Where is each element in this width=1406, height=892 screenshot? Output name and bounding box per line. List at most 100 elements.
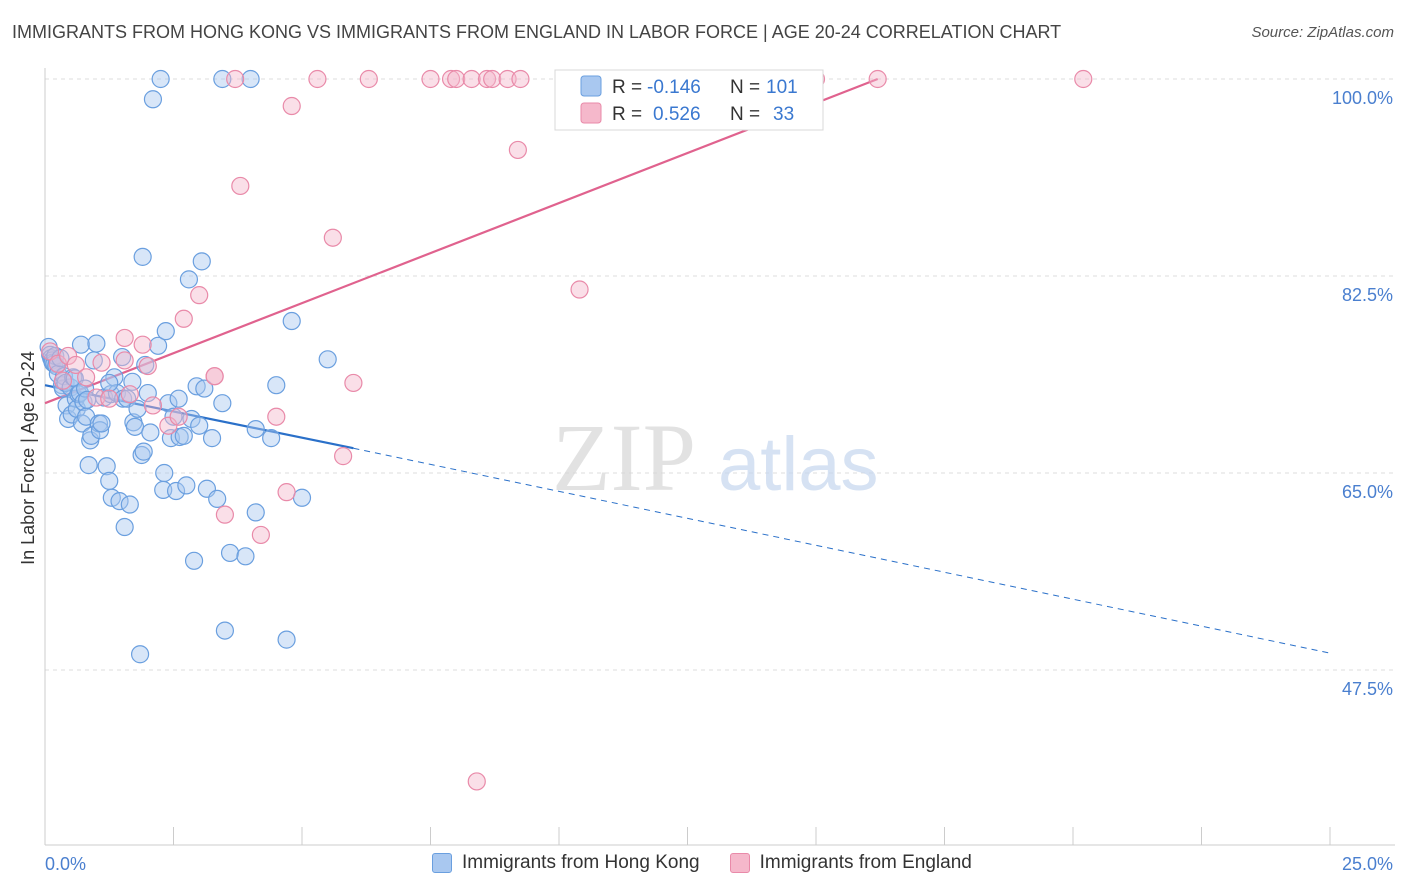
point-hong-kong xyxy=(120,495,139,514)
point-hong-kong xyxy=(71,335,91,354)
stats-n-value-hong-kong: 101 xyxy=(766,77,798,98)
point-hong-kong xyxy=(79,456,98,475)
point-england xyxy=(143,396,163,415)
point-england xyxy=(115,351,134,370)
point-hong-kong xyxy=(148,336,168,355)
point-hong-kong xyxy=(262,429,281,448)
source-label: Source: ZipAtlas.com xyxy=(1251,24,1394,41)
legend-item-hong-kong[interactable]: Immigrants from Hong Kong xyxy=(432,852,700,874)
point-england xyxy=(323,228,342,247)
point-hong-kong xyxy=(100,471,119,490)
point-england xyxy=(215,505,234,524)
point-england xyxy=(66,355,85,375)
point-hong-kong xyxy=(236,547,255,566)
point-hong-kong xyxy=(90,421,110,440)
point-hong-kong xyxy=(184,551,204,570)
point-hong-kong xyxy=(57,396,76,415)
x-tick-labels: 0.0% 25.0% xyxy=(45,854,1393,874)
stats-n-value-england: 33 xyxy=(773,104,794,125)
watermark-atlas: atlas xyxy=(718,422,879,507)
point-hong-kong xyxy=(220,543,240,563)
stats-legend: R = -0.146 N = 101 R = 0.526 N = 33 xyxy=(554,69,824,131)
point-england xyxy=(226,69,245,89)
stats-r-value-england: 0.526 xyxy=(653,104,701,125)
point-england xyxy=(508,140,527,160)
legend-swatch-england xyxy=(729,853,750,873)
point-england xyxy=(511,69,530,89)
point-hong-kong xyxy=(177,476,196,495)
point-hong-kong xyxy=(166,481,186,501)
point-england xyxy=(1074,69,1093,89)
point-england xyxy=(498,69,517,89)
point-england xyxy=(100,389,119,408)
trend-lines xyxy=(44,77,1331,654)
stats-r-value-hong-kong: -0.146 xyxy=(647,77,701,98)
point-england xyxy=(77,368,96,387)
watermark: ZIP atlas xyxy=(552,404,879,511)
grid-lines xyxy=(45,78,1395,671)
point-hong-kong xyxy=(156,322,175,341)
point-hong-kong xyxy=(133,247,152,266)
point-hong-kong xyxy=(151,69,170,89)
point-hong-kong xyxy=(213,69,232,89)
trend-line-hong-kong-extension xyxy=(353,447,1331,654)
axes xyxy=(44,68,1395,846)
point-england xyxy=(467,772,486,791)
x-tick-label: 0.0% xyxy=(45,854,86,874)
point-hong-kong xyxy=(128,399,147,418)
point-england xyxy=(344,373,363,393)
data-points xyxy=(39,69,1093,791)
point-england xyxy=(447,69,466,89)
point-hong-kong xyxy=(208,489,227,508)
point-england xyxy=(120,385,139,404)
point-hong-kong xyxy=(246,419,265,439)
point-england xyxy=(53,371,73,390)
point-england xyxy=(174,309,193,328)
point-hong-kong xyxy=(164,407,183,426)
point-england xyxy=(190,286,209,305)
x-tick-label: 25.0% xyxy=(1342,854,1393,874)
point-england xyxy=(483,69,502,89)
stats-n-label-england: N = xyxy=(730,104,760,125)
point-england xyxy=(115,328,134,348)
point-hong-kong xyxy=(97,457,116,476)
stats-r-label-england: R = xyxy=(612,104,642,125)
point-england xyxy=(205,367,224,386)
point-hong-kong xyxy=(92,414,111,433)
point-hong-kong xyxy=(292,488,312,507)
y-tick-label: 65.0% xyxy=(1342,482,1393,502)
point-hong-kong xyxy=(87,334,106,353)
point-england xyxy=(462,69,481,89)
point-hong-kong xyxy=(213,394,232,413)
point-hong-kong xyxy=(195,379,214,398)
point-england xyxy=(87,388,106,407)
point-hong-kong xyxy=(110,492,129,511)
point-hong-kong xyxy=(143,90,163,109)
point-england xyxy=(441,69,461,89)
point-england xyxy=(477,69,497,89)
point-england xyxy=(169,407,188,426)
legend-item-england[interactable]: Immigrants from England xyxy=(729,852,972,874)
legend-label-england: Immigrants from England xyxy=(759,852,972,873)
chart-title: IMMIGRANTS FROM HONG KONG VS IMMIGRANTS … xyxy=(12,22,1062,42)
point-hong-kong xyxy=(169,389,188,408)
point-hong-kong xyxy=(105,368,124,387)
point-england xyxy=(138,356,157,376)
legend-swatch-hong-kong xyxy=(432,853,452,873)
point-england xyxy=(334,447,353,466)
point-hong-kong xyxy=(174,426,193,445)
point-hong-kong xyxy=(318,350,337,369)
point-england xyxy=(251,525,270,545)
y-tick-label: 47.5% xyxy=(1342,679,1393,699)
watermark-zip: ZIP xyxy=(552,404,696,511)
point-hong-kong xyxy=(277,630,296,649)
y-tick-label: 100.0% xyxy=(1332,88,1393,108)
point-england xyxy=(133,335,152,354)
y-tick-label: 82.5% xyxy=(1342,285,1393,305)
point-england xyxy=(159,416,178,435)
point-hong-kong xyxy=(190,416,209,435)
point-hong-kong xyxy=(115,517,134,537)
stats-n-label-hong-kong: N = xyxy=(730,77,760,98)
point-hong-kong xyxy=(130,645,150,664)
